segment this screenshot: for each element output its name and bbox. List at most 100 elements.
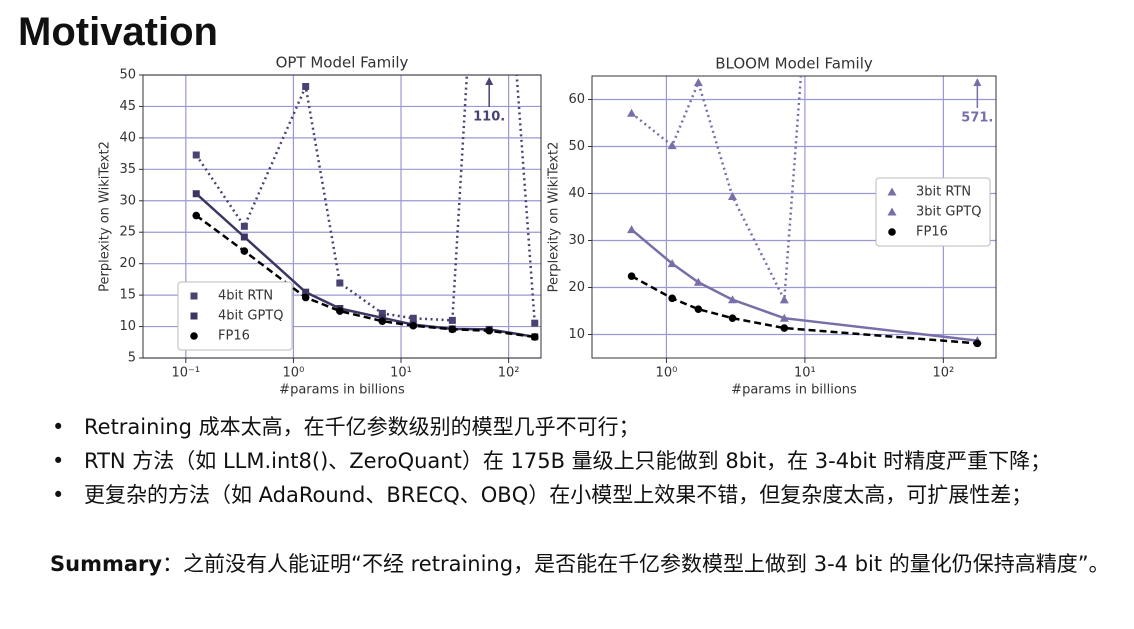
series	[192, 75, 539, 327]
y-tick-label: 10	[119, 319, 136, 334]
marker	[887, 207, 897, 216]
x-tick-label: 10¹	[390, 366, 412, 381]
legend-box	[875, 177, 991, 247]
marker	[448, 325, 457, 334]
data-label: 110.	[473, 110, 505, 125]
y-tick-label: 30	[568, 233, 585, 248]
marker	[190, 332, 198, 340]
marker	[301, 293, 310, 302]
slide-title: Motivation	[18, 10, 218, 54]
x-axis-label: #params in billions	[731, 383, 857, 398]
marker	[728, 314, 737, 322]
y-tick-label: 60	[568, 92, 585, 107]
marker	[190, 292, 198, 300]
marker	[779, 313, 789, 322]
legend-label: 3bit GPTQ	[916, 205, 981, 220]
marker	[693, 277, 703, 286]
y-tick-label: 5	[128, 351, 136, 366]
y-tick-label: 35	[119, 162, 136, 177]
marker	[240, 222, 248, 230]
series	[627, 76, 803, 305]
charts: 5 10 15 20 25 30 35 40 45 50 10⁻¹ 10⁰ 10¹ 10² OPT Mode…	[98, 54, 997, 398]
marker	[336, 307, 344, 315]
marker	[240, 247, 249, 255]
chart-title: BLOOM Model Family	[715, 55, 873, 73]
series	[192, 211, 539, 341]
marker	[531, 319, 539, 327]
x-axis-label: #params in billions	[279, 383, 405, 398]
plot-frame	[591, 75, 997, 359]
x-tick-label: 10²	[498, 366, 520, 381]
legend-label: FP16	[218, 329, 250, 344]
marker	[667, 259, 677, 268]
marker	[190, 312, 198, 320]
marker	[693, 78, 703, 87]
arrow-head	[973, 78, 982, 86]
marker	[336, 279, 344, 287]
marker	[667, 141, 677, 150]
data-label: 571.	[961, 111, 993, 126]
line	[195, 214, 535, 339]
marker	[192, 151, 200, 159]
bullet-list: Retraining 成本太高，在千亿参数级别的模型几乎不可行； RTN 方法（…	[50, 410, 1110, 512]
marker	[192, 211, 201, 220]
y-tick-label: 10	[568, 327, 585, 342]
chart-title: OPT Model Family	[276, 54, 409, 72]
series	[627, 272, 982, 348]
y-tick-label: 50	[568, 139, 585, 154]
y-tick-label: 20	[568, 280, 585, 295]
legend-label: 4bit RTN	[218, 289, 273, 304]
y-tick-label: 40	[119, 130, 136, 145]
marker	[302, 288, 310, 296]
chart: 5 10 15 20 25 30 35 40 45 50 10⁻¹ 10⁰ 10¹ 10² OPT Mode…	[98, 54, 542, 398]
legend: 4bit RTN 4bit GPTQ FP16	[177, 281, 293, 351]
line	[630, 228, 978, 342]
bullet: 更复杂的方法（如 AdaRound、BRECQ、OBQ）在小模型上效果不错，但复…	[50, 478, 1084, 512]
marker	[485, 326, 493, 335]
marker	[627, 108, 637, 117]
marker	[409, 314, 417, 322]
y-tick-label: 15	[119, 288, 136, 303]
marker	[627, 225, 637, 234]
y-tick-label: 45	[119, 99, 136, 114]
y-tick-label: 40	[568, 186, 585, 201]
marker	[727, 192, 737, 201]
legend-label: FP16	[916, 225, 948, 240]
line	[630, 275, 978, 345]
legend-label: 3bit RTN	[916, 185, 971, 200]
marker	[378, 309, 386, 317]
marker	[448, 316, 456, 324]
legend-box	[177, 281, 293, 351]
marker	[378, 317, 387, 325]
legend-label: 4bit GPTQ	[218, 309, 283, 324]
marker	[240, 233, 248, 241]
x-tick-label: 10⁰	[656, 366, 678, 381]
x-tick-label: 10¹	[794, 366, 816, 381]
bullet: Retraining 成本太高，在千亿参数级别的模型几乎不可行；	[50, 410, 1084, 444]
plot-frame	[142, 74, 542, 359]
summary-text: ：之前没有人能证明“不经 retraining，是否能在千亿参数模型上做到 3-…	[162, 552, 1110, 576]
y-axis-label: Perplexity on WikiText2	[98, 141, 113, 292]
marker	[668, 294, 676, 303]
x-tick-label: 10²	[932, 366, 954, 381]
x-tick-label: 10⁻¹	[172, 366, 201, 381]
marker	[192, 190, 200, 198]
marker	[780, 324, 789, 332]
marker	[627, 272, 636, 280]
y-tick-label: 30	[119, 193, 136, 208]
chart: 10 20 30 40 50 60 10⁰ 10¹ 10² BLOOM Model Family #…	[547, 55, 997, 398]
marker	[409, 321, 418, 330]
marker	[727, 295, 737, 304]
summary-label: Summary	[50, 552, 163, 576]
summary: Summary：之前没有人能证明“不经 retraining，是否能在千亿参数模…	[50, 547, 1110, 582]
marker	[973, 339, 982, 348]
marker	[530, 333, 539, 341]
legend: 3bit RTN 3bit GPTQ FP16	[875, 177, 991, 247]
y-tick-label: 20	[119, 256, 136, 271]
y-axis-label: Perplexity on WikiText2	[547, 142, 562, 293]
arrow-head	[485, 77, 494, 85]
marker	[779, 295, 789, 304]
marker	[888, 228, 896, 236]
marker	[302, 83, 310, 91]
